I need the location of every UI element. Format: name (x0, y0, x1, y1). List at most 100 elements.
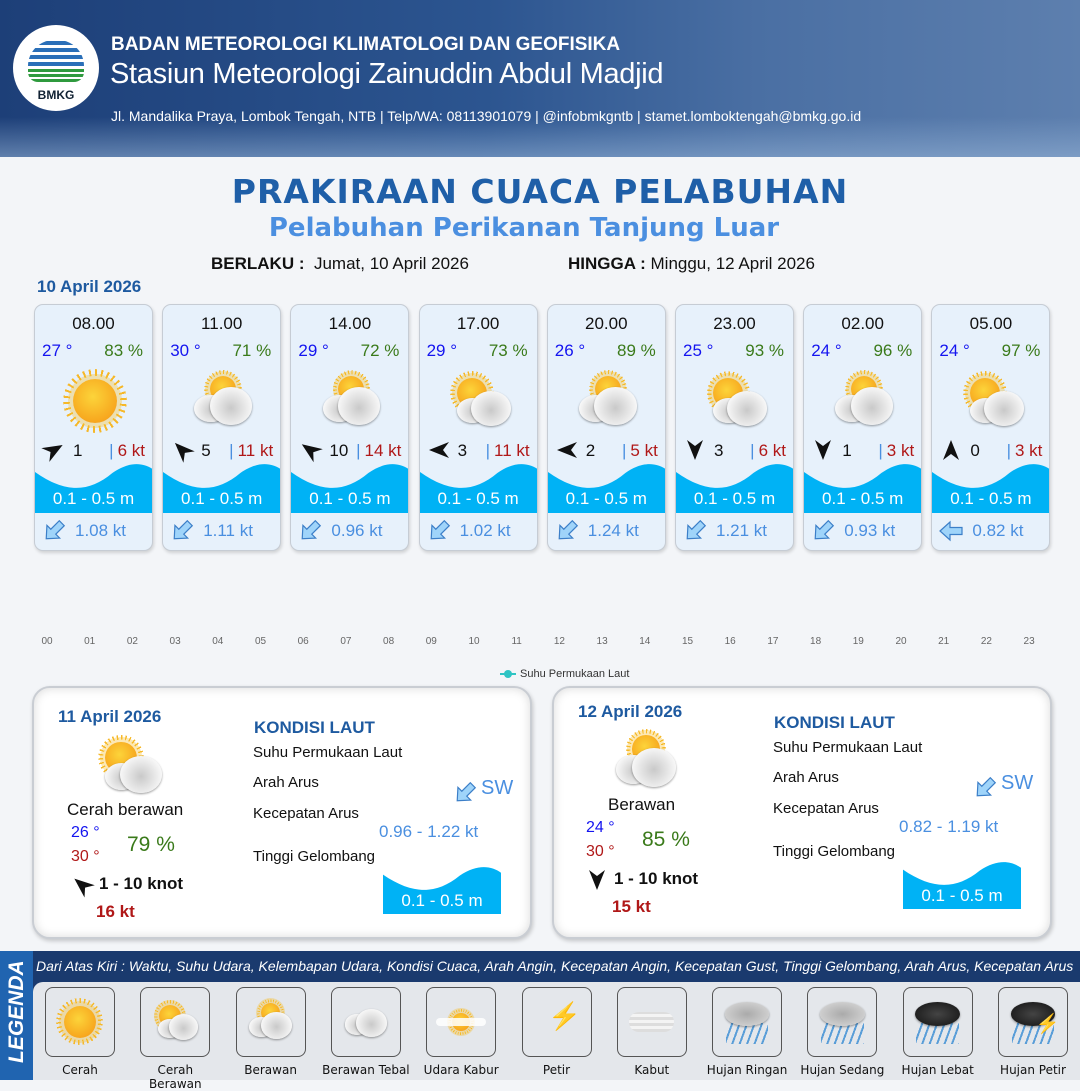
forecast-time: 08.00 (72, 314, 115, 333)
partly-cloudy-icon (954, 367, 1030, 435)
x-tick-label: 10 (468, 636, 480, 647)
valid-from-label: BERLAKU : (211, 254, 305, 273)
legend-item-label: Berawan Tebal (322, 1063, 410, 1077)
gust-speed: | 14 kt (356, 441, 402, 460)
page-subtitle: Pelabuhan Perikanan Tanjung Luar (268, 213, 780, 243)
current-speed: 0.93 kt (844, 521, 896, 540)
current-speed-label: Kecepatan Arus (253, 805, 359, 822)
wind-info: 0 | 3 kt (938, 439, 1048, 461)
sst-label: Suhu Permukaan Laut (253, 744, 403, 761)
humidity: 71 % (232, 341, 272, 360)
partly-cloudy-icon (89, 734, 169, 796)
x-tick-label: 04 (212, 636, 224, 647)
humidity: 97 % (1001, 341, 1041, 360)
wave-icon (804, 463, 922, 513)
sea-condition-title: KONDISI LAUT (254, 718, 375, 737)
thunderstorm-icon: ⚡ (998, 987, 1068, 1057)
forecast-card: 08.00 27 ° 83 % 1 | 6 kt 0.1 - 0.5 m 1.08… (34, 304, 153, 551)
current-info: 1.11 kt (169, 517, 279, 543)
forecast-card: 20.00 26 ° 89 % 2 | 5 kt 0.1 - 0.5 m 1.24… (546, 304, 666, 551)
x-tick-label: 22 (980, 636, 992, 647)
x-tick-label: 19 (852, 636, 864, 647)
lightning-icon: ⚡ (521, 987, 592, 1057)
wave-height: 0.1 - 0.5 m (401, 891, 483, 910)
wave-icon (291, 463, 409, 513)
wind-speed: 3 (714, 441, 724, 460)
x-tick-label: 13 (596, 636, 608, 647)
gust-speed: | 3 kt (1006, 441, 1043, 460)
min-temperature: 26 ° (71, 824, 100, 841)
current-direction: SW (481, 777, 514, 799)
max-temperature: 30 ° (71, 848, 100, 865)
current-info: 1.02 kt (426, 517, 536, 543)
cloudy-icon (606, 729, 686, 791)
gust-speed: 16 kt (96, 902, 135, 921)
partly-cloudy-icon (442, 367, 518, 435)
chart-legend: Suhu Permukaan Laut (500, 668, 629, 680)
air-temperature: 26 ° (554, 341, 586, 360)
gust-speed: | 11 kt (229, 441, 274, 460)
wind-direction-icon (812, 439, 834, 461)
wave-icon (163, 463, 281, 513)
current-info: 0.93 kt (810, 517, 920, 543)
humidity: 72 % (360, 341, 400, 360)
x-tick-label: 16 (724, 636, 736, 647)
forecast-time: 02.00 (841, 314, 884, 333)
current-direction-label: Arah Arus (773, 769, 839, 786)
wind-info: 2 | 5 kt (554, 439, 664, 461)
wind-direction-icon (171, 439, 195, 463)
legend-item-label: Hujan Lebat (901, 1063, 974, 1077)
cloudy-icon (313, 367, 389, 435)
air-temperature: 24 ° (811, 341, 842, 360)
sea-condition-title: KONDISI LAUT (774, 713, 895, 732)
current-speed-label: Kecepatan Arus (773, 800, 879, 817)
current-info: 0.96 kt (297, 517, 407, 543)
gust-speed: | 6 kt (109, 441, 145, 460)
x-tick-label: 20 (895, 636, 907, 647)
gust-speed: | 3 kt (878, 441, 915, 460)
wave-height: 0.1 - 0.5 m (822, 489, 904, 508)
forecast-time: 17.00 (456, 314, 500, 333)
wave-icon (676, 463, 793, 513)
current-info: 1.21 kt (682, 517, 792, 543)
wind-direction-icon (556, 439, 578, 461)
forecast-card: 11.00 30 ° 71 % 5 | 11 kt 0.1 - 0.5 m 1.1… (162, 304, 282, 551)
air-temperature: 27 ° (42, 341, 73, 360)
panel-date: 12 April 2026 (578, 702, 683, 721)
wind-speed: 1 (73, 441, 83, 460)
wind-speed-range: 1 - 10 knot (614, 869, 699, 888)
x-tick-label: 07 (340, 636, 352, 647)
forecast-card: 02.00 24 ° 96 % 1 | 3 kt 0.1 - 0.5 m 0.93… (803, 304, 923, 551)
wave-height-label: Tinggi Gelombang (253, 848, 376, 865)
gust-value: 11 kt (237, 441, 274, 460)
forecast-card: 05.00 24 ° 97 % 0 | 3 kt 0.1 - 0.5 m 0.82… (931, 304, 1051, 551)
x-tick-label: 18 (810, 636, 822, 647)
gust-value: 3 kt (1014, 441, 1043, 460)
gust-value: 5 kt (630, 441, 658, 460)
legend-item-label: Cerah Berawan (148, 1063, 202, 1091)
wind-direction-icon (71, 874, 95, 901)
wave-height: 0.1 - 0.5 m (921, 886, 1003, 905)
current-direction-icon (297, 518, 323, 544)
legend-item-label: Hujan Sedang (800, 1063, 885, 1077)
forecast-card: 23.00 25 ° 93 % 3 | 6 kt 0.1 - 0.5 m 1.21… (675, 304, 794, 551)
wind-direction-icon (940, 439, 962, 461)
valid-from-value: Jumat, 10 April 2026 (313, 254, 469, 273)
current-direction-icon (972, 775, 998, 806)
air-temperature: 29 ° (298, 341, 329, 360)
wind-speed: 1 (842, 441, 852, 460)
gust-speed: | 6 kt (750, 441, 786, 460)
wind-speed-range: 1 - 10 knot (99, 874, 184, 893)
wind-speed: 10 (329, 441, 349, 460)
min-temperature: 24 ° (586, 819, 615, 836)
day1-date: 10 April 2026 (37, 277, 142, 296)
gust-value: 6 kt (758, 441, 786, 460)
humidity: 73 % (488, 341, 528, 360)
cloudy-icon (235, 987, 306, 1057)
legend-item-label: Udara Kabur (423, 1063, 499, 1077)
humidity: 96 % (873, 341, 913, 360)
sst-chart: Suhu Permukaan Laut 00 01 02 03 04 05 06 07 08 09… (30, 620, 1050, 680)
wind-info: 1 | 6 kt (41, 439, 151, 462)
wave-height: 0.1 - 0.5 m (52, 489, 135, 508)
partly-cloudy-icon (698, 367, 774, 435)
